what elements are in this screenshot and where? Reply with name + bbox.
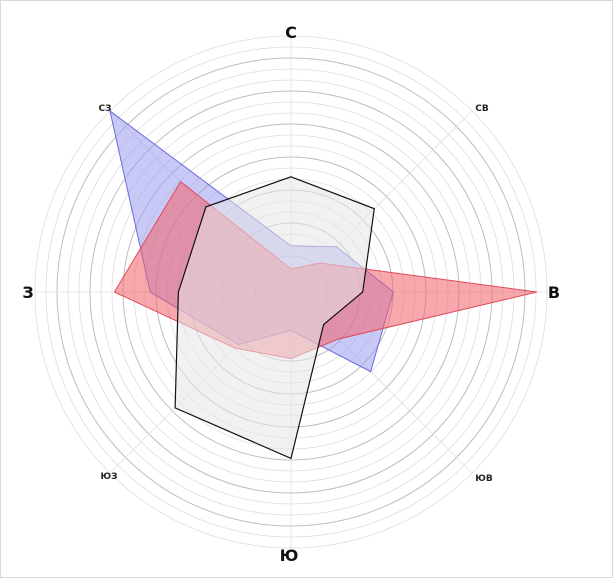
- direction-label: СЗ: [99, 104, 112, 114]
- direction-label: З: [22, 283, 33, 302]
- series-3-area: [174, 176, 375, 460]
- direction-label: ЮЗ: [101, 472, 118, 482]
- direction-label: Ю: [280, 546, 299, 565]
- direction-label: С: [285, 23, 297, 42]
- direction-label: ЮВ: [475, 474, 493, 484]
- direction-label: СВ: [475, 104, 489, 114]
- direction-label: В: [548, 283, 560, 302]
